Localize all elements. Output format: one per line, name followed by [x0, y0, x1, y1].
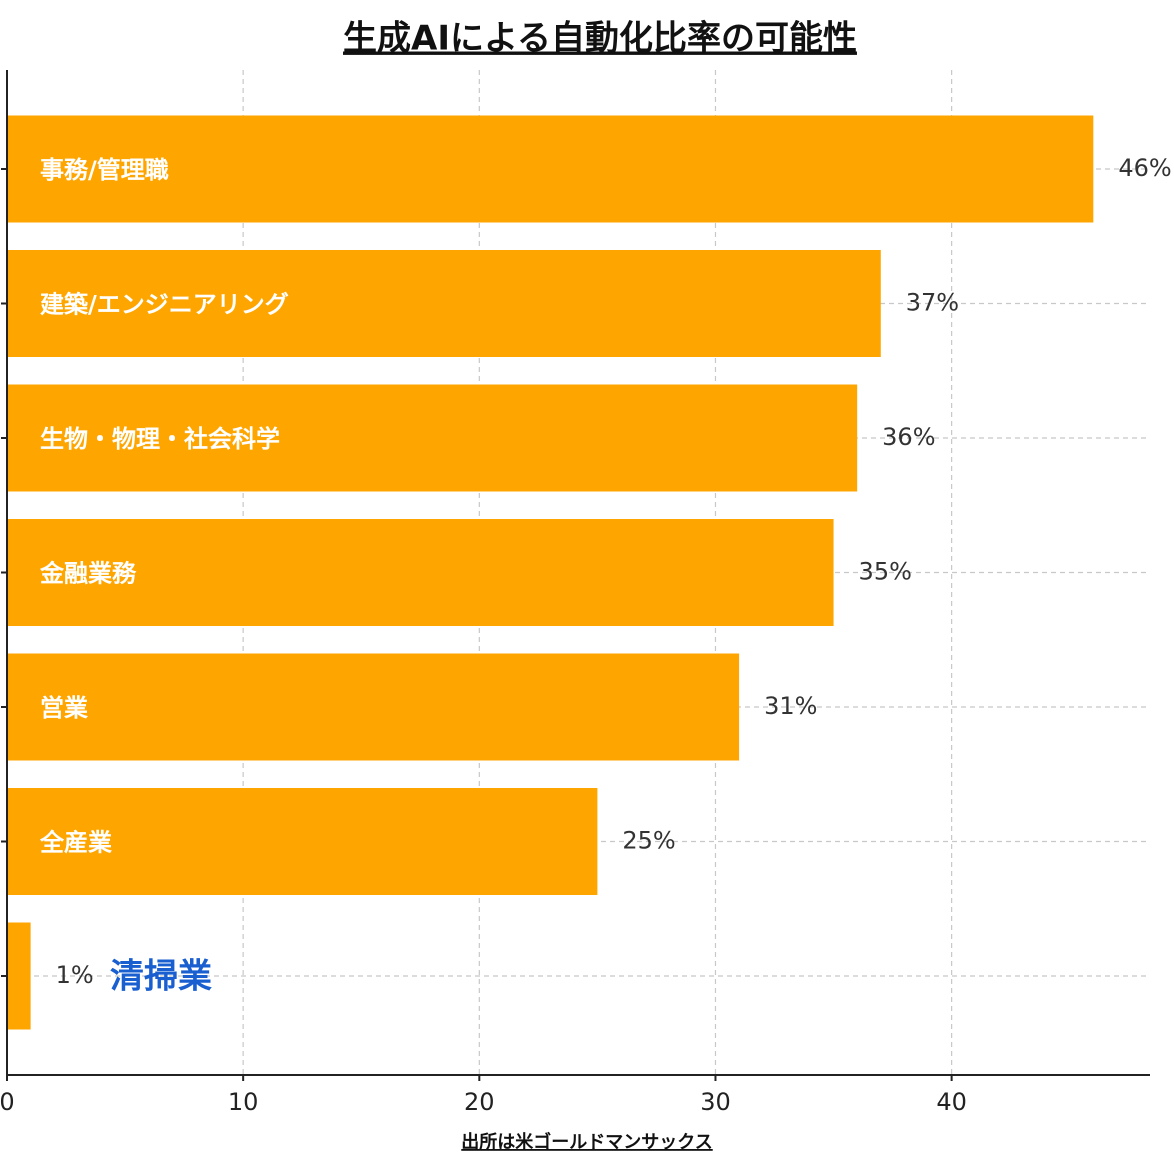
chart-title: 生成AIによる自動化比率の可能性: [343, 19, 857, 59]
y-tick-label: 営業: [40, 694, 88, 722]
y-tick-label: 生物・物理・社会科学: [40, 425, 280, 453]
y-tick-label: 事務/管理職: [40, 156, 169, 184]
x-tick-label: 0: [0, 1088, 15, 1116]
y-tick-label: 金融業務: [39, 560, 137, 588]
value-label: 37%: [906, 289, 959, 317]
bar: [7, 115, 1094, 223]
value-label: 46%: [1118, 154, 1171, 182]
bar: [7, 653, 740, 761]
x-axis-label: 出所は米ゴールドマンサックス: [461, 1131, 712, 1153]
bar: [7, 384, 858, 492]
value-label: 1%: [56, 961, 94, 989]
bar: [7, 788, 598, 895]
value-label: 35%: [859, 558, 912, 586]
value-label: 36%: [882, 423, 935, 451]
x-tick-label: 30: [700, 1088, 731, 1116]
x-tick-label: 20: [464, 1088, 495, 1116]
bar: [7, 922, 31, 1030]
y-tick-label: 全産業: [39, 829, 112, 857]
x-tick-label: 40: [936, 1088, 967, 1116]
value-label: 25%: [622, 827, 675, 855]
bar: [7, 519, 834, 626]
x-tick-label: 10: [228, 1088, 259, 1116]
value-label: 31%: [764, 692, 817, 720]
y-tick-label: 建築/エンジニアリング: [40, 291, 289, 319]
y-tick-label: 清掃業: [110, 957, 212, 997]
bar: [7, 250, 881, 357]
